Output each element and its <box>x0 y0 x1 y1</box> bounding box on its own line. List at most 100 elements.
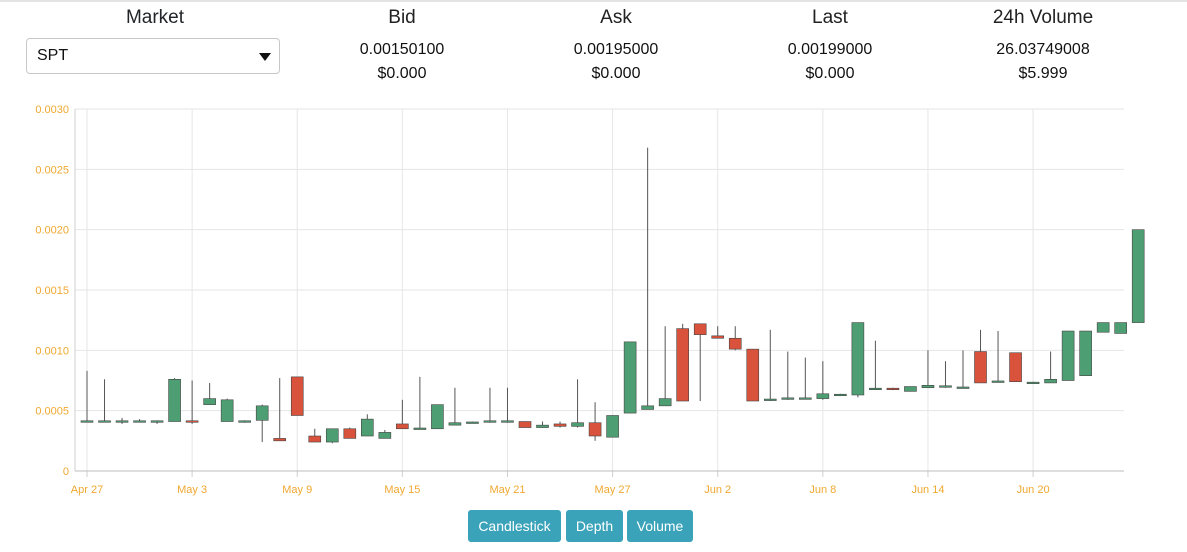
candle[interactable] <box>939 361 952 388</box>
candle[interactable] <box>185 380 199 424</box>
candle-body <box>956 386 970 389</box>
y-tick-label: 0.0015 <box>35 285 69 297</box>
candle[interactable] <box>851 322 865 398</box>
candle[interactable] <box>728 326 742 351</box>
candle[interactable] <box>588 402 602 441</box>
candle-body <box>588 422 602 437</box>
candle[interactable] <box>991 331 1005 383</box>
candle-body <box>325 428 339 443</box>
candle[interactable] <box>220 398 234 422</box>
candle[interactable] <box>693 323 707 402</box>
candle[interactable] <box>536 421 549 428</box>
candle[interactable] <box>904 386 917 392</box>
candle[interactable] <box>974 329 987 384</box>
ask-usd: $0.000 <box>591 65 641 82</box>
candle[interactable] <box>343 427 357 439</box>
candle[interactable] <box>483 387 497 423</box>
candle[interactable] <box>1026 381 1040 384</box>
candle[interactable] <box>518 421 532 428</box>
candle-body <box>396 423 409 430</box>
candle[interactable] <box>834 393 847 397</box>
market-select[interactable]: SPT <box>26 38 280 74</box>
candle-body <box>98 420 111 423</box>
candle[interactable] <box>1061 330 1075 381</box>
candle-body <box>834 393 847 397</box>
candle-body <box>361 418 374 437</box>
candle-body <box>763 398 777 401</box>
candle[interactable] <box>115 417 129 424</box>
candle[interactable] <box>290 376 304 416</box>
candle-body <box>168 378 181 422</box>
candle[interactable] <box>448 387 462 426</box>
volume-column: 24h Volume 26.03749008 $5.999 <box>923 6 1163 86</box>
candle[interactable] <box>571 379 584 428</box>
candle[interactable] <box>325 428 339 444</box>
volume-usd: $5.999 <box>1018 65 1068 82</box>
candle[interactable] <box>413 376 427 430</box>
candle-body <box>1026 381 1040 384</box>
candle[interactable] <box>168 378 181 422</box>
candle[interactable] <box>711 326 725 339</box>
x-tick-label: May 15 <box>384 484 420 496</box>
candle[interactable] <box>641 147 654 410</box>
candle-body <box>623 341 637 414</box>
candle[interactable] <box>921 350 935 389</box>
candle[interactable] <box>1044 351 1057 384</box>
candle-body <box>728 337 742 350</box>
candle[interactable] <box>1131 229 1145 323</box>
candle[interactable] <box>308 428 322 443</box>
y-tick-label: 0.0010 <box>35 345 69 357</box>
candle-body <box>781 397 795 400</box>
candle[interactable] <box>396 399 409 430</box>
bid-value: 0.00150100 <box>359 41 445 58</box>
candle[interactable] <box>150 420 164 424</box>
candle[interactable] <box>98 379 111 423</box>
candle-body <box>308 435 322 443</box>
candle-body <box>991 380 1005 383</box>
candle-body <box>115 420 129 423</box>
x-tick-label: May 9 <box>282 484 312 496</box>
candle[interactable] <box>466 421 479 424</box>
depth-button[interactable]: Depth <box>566 510 623 542</box>
candlestick-button[interactable]: Candlestick <box>468 510 561 542</box>
candle[interactable] <box>886 387 900 391</box>
candle[interactable] <box>1114 322 1127 334</box>
candle[interactable] <box>746 348 760 402</box>
candle[interactable] <box>238 420 251 423</box>
candle[interactable] <box>799 357 812 400</box>
candle[interactable] <box>623 341 637 414</box>
caret-down-icon <box>259 53 271 61</box>
candle[interactable] <box>658 326 672 407</box>
candle[interactable] <box>869 340 882 390</box>
candle[interactable] <box>361 414 374 437</box>
candle[interactable] <box>676 323 689 402</box>
candle[interactable] <box>203 382 216 405</box>
candle-body <box>1009 352 1022 383</box>
candle[interactable] <box>133 419 146 423</box>
candle[interactable] <box>1009 352 1022 383</box>
candle[interactable] <box>255 404 269 443</box>
candle[interactable] <box>1079 330 1092 376</box>
candle[interactable] <box>378 429 392 439</box>
candle[interactable] <box>606 415 619 438</box>
candle-body <box>904 386 917 392</box>
candlestick-chart[interactable]: 0 0.0005 0.0010 0.0015 0.0020 0.0025 0.0030 Ap… <box>0 95 1187 505</box>
candle-body <box>466 421 479 424</box>
x-axis-ticks: Apr 27 May 3 May 9 May 15 May 21 May 27 Jun 2 J… <box>71 484 1050 496</box>
candle-body <box>536 424 549 428</box>
candle[interactable] <box>80 370 94 423</box>
candle[interactable] <box>1096 322 1110 333</box>
candle[interactable] <box>781 351 795 400</box>
candle[interactable] <box>553 421 567 428</box>
candle[interactable] <box>501 387 514 423</box>
candle[interactable] <box>816 361 830 400</box>
candle[interactable] <box>956 350 970 389</box>
y-axis-ticks: 0 0.0005 0.0010 0.0015 0.0020 0.0025 0.0030 <box>35 104 69 478</box>
candle[interactable] <box>431 404 444 430</box>
bid-title: Bid <box>388 7 416 28</box>
candle[interactable] <box>273 378 287 442</box>
candle-body <box>676 328 689 402</box>
volume-button[interactable]: Volume <box>627 510 693 542</box>
candle-body <box>378 432 392 439</box>
candle[interactable] <box>763 329 777 402</box>
